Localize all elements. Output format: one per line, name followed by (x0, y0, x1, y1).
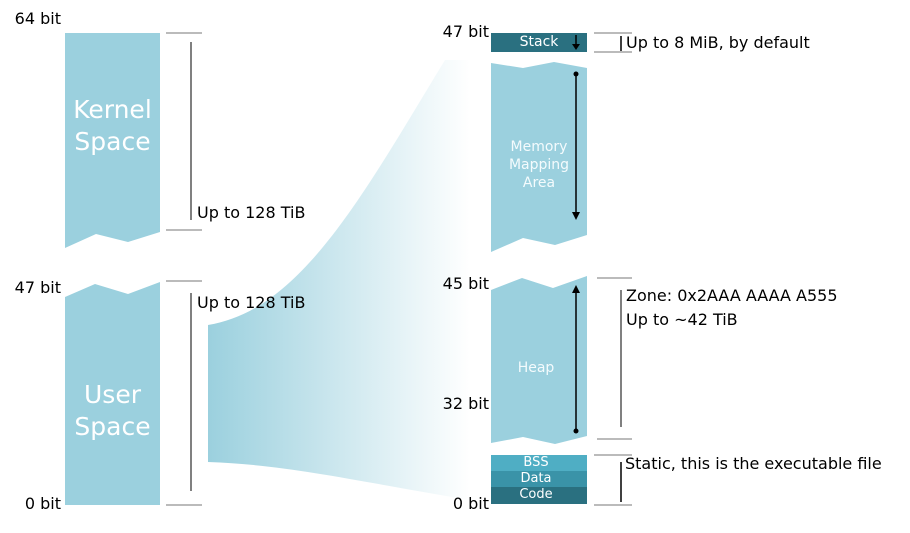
bit-label-0-right: 0 bit (452, 494, 489, 513)
heap-note-line2: Up to ~42 TiB (626, 310, 738, 329)
heap-note-line1: Zone: 0x2AAA AAAA A555 (626, 286, 838, 305)
kernel-span-bracket (166, 32, 202, 231)
heap-label: Heap (517, 360, 555, 376)
heap-ticks (597, 277, 632, 440)
mmap-line1: Memory (510, 139, 568, 155)
mmap-label: Memory Mapping Area (491, 138, 587, 192)
data-segment (491, 471, 587, 487)
bss-label: BSS (523, 455, 549, 470)
bit-label-47-left: 47 bit (14, 278, 61, 297)
stack-ticks (594, 32, 632, 53)
heap-arrow-head (572, 285, 580, 293)
kernel-space-line2: Space (74, 127, 151, 156)
user-span-bracket (166, 280, 202, 506)
bit-label-32: 32 bit (442, 394, 489, 413)
bit-label-47-right: 47 bit (442, 22, 489, 41)
heap-block (491, 276, 587, 444)
stack-block (491, 33, 587, 52)
user-space-line2: Space (74, 412, 151, 441)
kernel-space-label: Kernel Space (65, 94, 160, 158)
bit-label-45: 45 bit (442, 274, 489, 293)
user-space-line1: User (84, 380, 141, 409)
kernel-space-line1: Kernel (73, 95, 152, 124)
kernel-span-label: Up to 128 TiB (197, 203, 306, 222)
mmap-arrow-head (572, 212, 580, 220)
bit-label-64: 64 bit (14, 9, 61, 28)
bss-segment (491, 455, 587, 471)
static-ticks (594, 454, 632, 506)
kernel-space-block (65, 33, 160, 248)
static-note: Static, this is the executable file (625, 454, 882, 473)
heap-note: Zone: 0x2AAA AAAA A555 Up to ~42 TiB (626, 284, 838, 332)
bit-label-0-left: 0 bit (24, 494, 61, 513)
user-span-label: Up to 128 TiB (197, 293, 306, 312)
mmap-arrow-dot (573, 71, 579, 77)
heap-arrow-dot (573, 428, 579, 434)
mmap-line2: Mapping (508, 157, 570, 173)
stack-label: Stack (519, 34, 559, 50)
code-label: Code (519, 487, 553, 502)
zoom-funnel (208, 60, 470, 500)
stack-arrow-head (572, 44, 580, 50)
code-segment (491, 487, 587, 504)
stack-note: Up to 8 MiB, by default (626, 33, 810, 52)
user-space-label: User Space (65, 379, 160, 443)
data-label: Data (520, 471, 552, 486)
user-space-block (65, 282, 160, 505)
mmap-line3: Area (522, 175, 556, 191)
mmap-block (491, 62, 587, 252)
